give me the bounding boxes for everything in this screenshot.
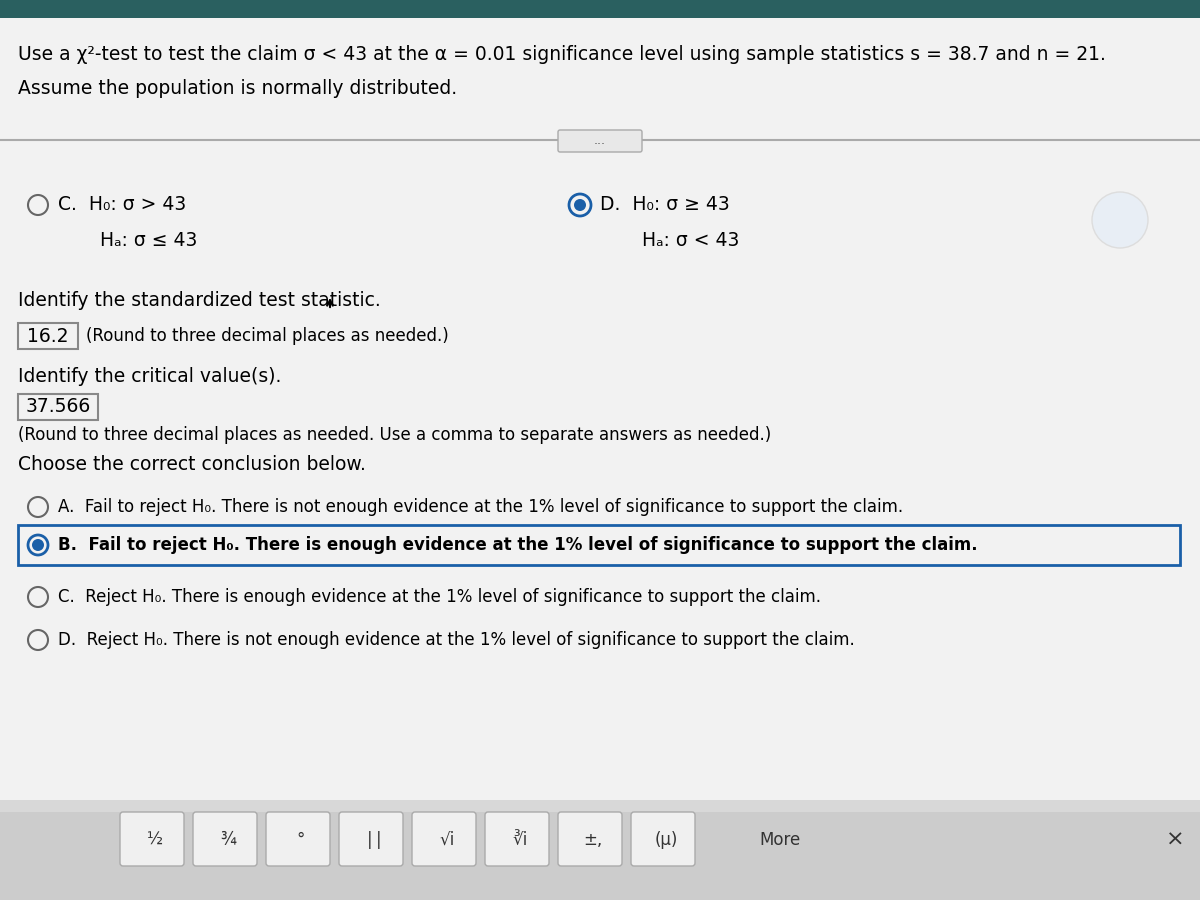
Text: Identify the standardized test statistic.: Identify the standardized test statistic…: [18, 291, 380, 310]
Text: Hₐ: σ < 43: Hₐ: σ < 43: [600, 230, 739, 249]
Text: °: °: [296, 831, 305, 849]
Text: Use a χ²-test to test the claim σ < 43 at the α = 0.01 significance level using : Use a χ²-test to test the claim σ < 43 a…: [18, 46, 1106, 65]
FancyBboxPatch shape: [120, 812, 184, 866]
Circle shape: [28, 195, 48, 215]
Circle shape: [28, 497, 48, 517]
Text: D.  H₀: σ ≥ 43: D. H₀: σ ≥ 43: [600, 195, 730, 214]
Bar: [0, 800, 1200, 812]
Circle shape: [28, 630, 48, 650]
Text: ∛i: ∛i: [512, 831, 528, 849]
Circle shape: [32, 539, 44, 551]
Text: Choose the correct conclusion below.: Choose the correct conclusion below.: [18, 455, 366, 474]
Text: A.  Fail to reject H₀. There is not enough evidence at the 1% level of significa: A. Fail to reject H₀. There is not enoug…: [58, 498, 904, 516]
Text: D.  Reject H₀. There is not enough evidence at the 1% level of significance to s: D. Reject H₀. There is not enough eviden…: [58, 631, 854, 649]
Text: C.  H₀: σ > 43: C. H₀: σ > 43: [58, 195, 186, 214]
Bar: [0, 18, 1200, 138]
Text: ×: ×: [1165, 830, 1184, 850]
Bar: [0, 18, 1200, 800]
Circle shape: [28, 535, 48, 555]
FancyBboxPatch shape: [18, 323, 78, 349]
Text: ¾: ¾: [220, 831, 236, 849]
Text: Identify the critical value(s).: Identify the critical value(s).: [18, 366, 281, 385]
Text: 16.2: 16.2: [28, 327, 68, 346]
Text: B.  Fail to reject H₀. There is enough evidence at the 1% level of significance : B. Fail to reject H₀. There is enough ev…: [58, 536, 978, 554]
Text: ...: ...: [594, 134, 606, 148]
FancyBboxPatch shape: [558, 130, 642, 152]
Text: (μ): (μ): [654, 831, 678, 849]
FancyBboxPatch shape: [412, 812, 476, 866]
Circle shape: [569, 194, 592, 216]
Circle shape: [574, 199, 586, 211]
Bar: [0, 0, 1200, 18]
Text: More: More: [760, 831, 800, 849]
FancyBboxPatch shape: [631, 812, 695, 866]
Text: (Round to three decimal places as needed.): (Round to three decimal places as needed…: [86, 327, 449, 345]
Text: (Round to three decimal places as needed. Use a comma to separate answers as nee: (Round to three decimal places as needed…: [18, 426, 772, 444]
Bar: [0, 800, 1200, 900]
Text: Assume the population is normally distributed.: Assume the population is normally distri…: [18, 78, 457, 97]
FancyBboxPatch shape: [18, 394, 98, 420]
Text: | |: | |: [367, 831, 382, 849]
FancyBboxPatch shape: [266, 812, 330, 866]
Text: ±,: ±,: [583, 831, 602, 849]
Circle shape: [1092, 192, 1148, 248]
Text: √i: √i: [439, 831, 455, 849]
Circle shape: [28, 587, 48, 607]
Bar: [0, 800, 1200, 900]
FancyBboxPatch shape: [558, 812, 622, 866]
FancyBboxPatch shape: [18, 525, 1180, 565]
Text: C.  Reject H₀. There is enough evidence at the 1% level of significance to suppo: C. Reject H₀. There is enough evidence a…: [58, 588, 821, 606]
Text: Hₐ: σ ≤ 43: Hₐ: σ ≤ 43: [58, 230, 197, 249]
FancyBboxPatch shape: [193, 812, 257, 866]
Text: 37.566: 37.566: [25, 398, 91, 417]
Text: ½: ½: [146, 831, 163, 849]
FancyBboxPatch shape: [340, 812, 403, 866]
FancyBboxPatch shape: [485, 812, 550, 866]
